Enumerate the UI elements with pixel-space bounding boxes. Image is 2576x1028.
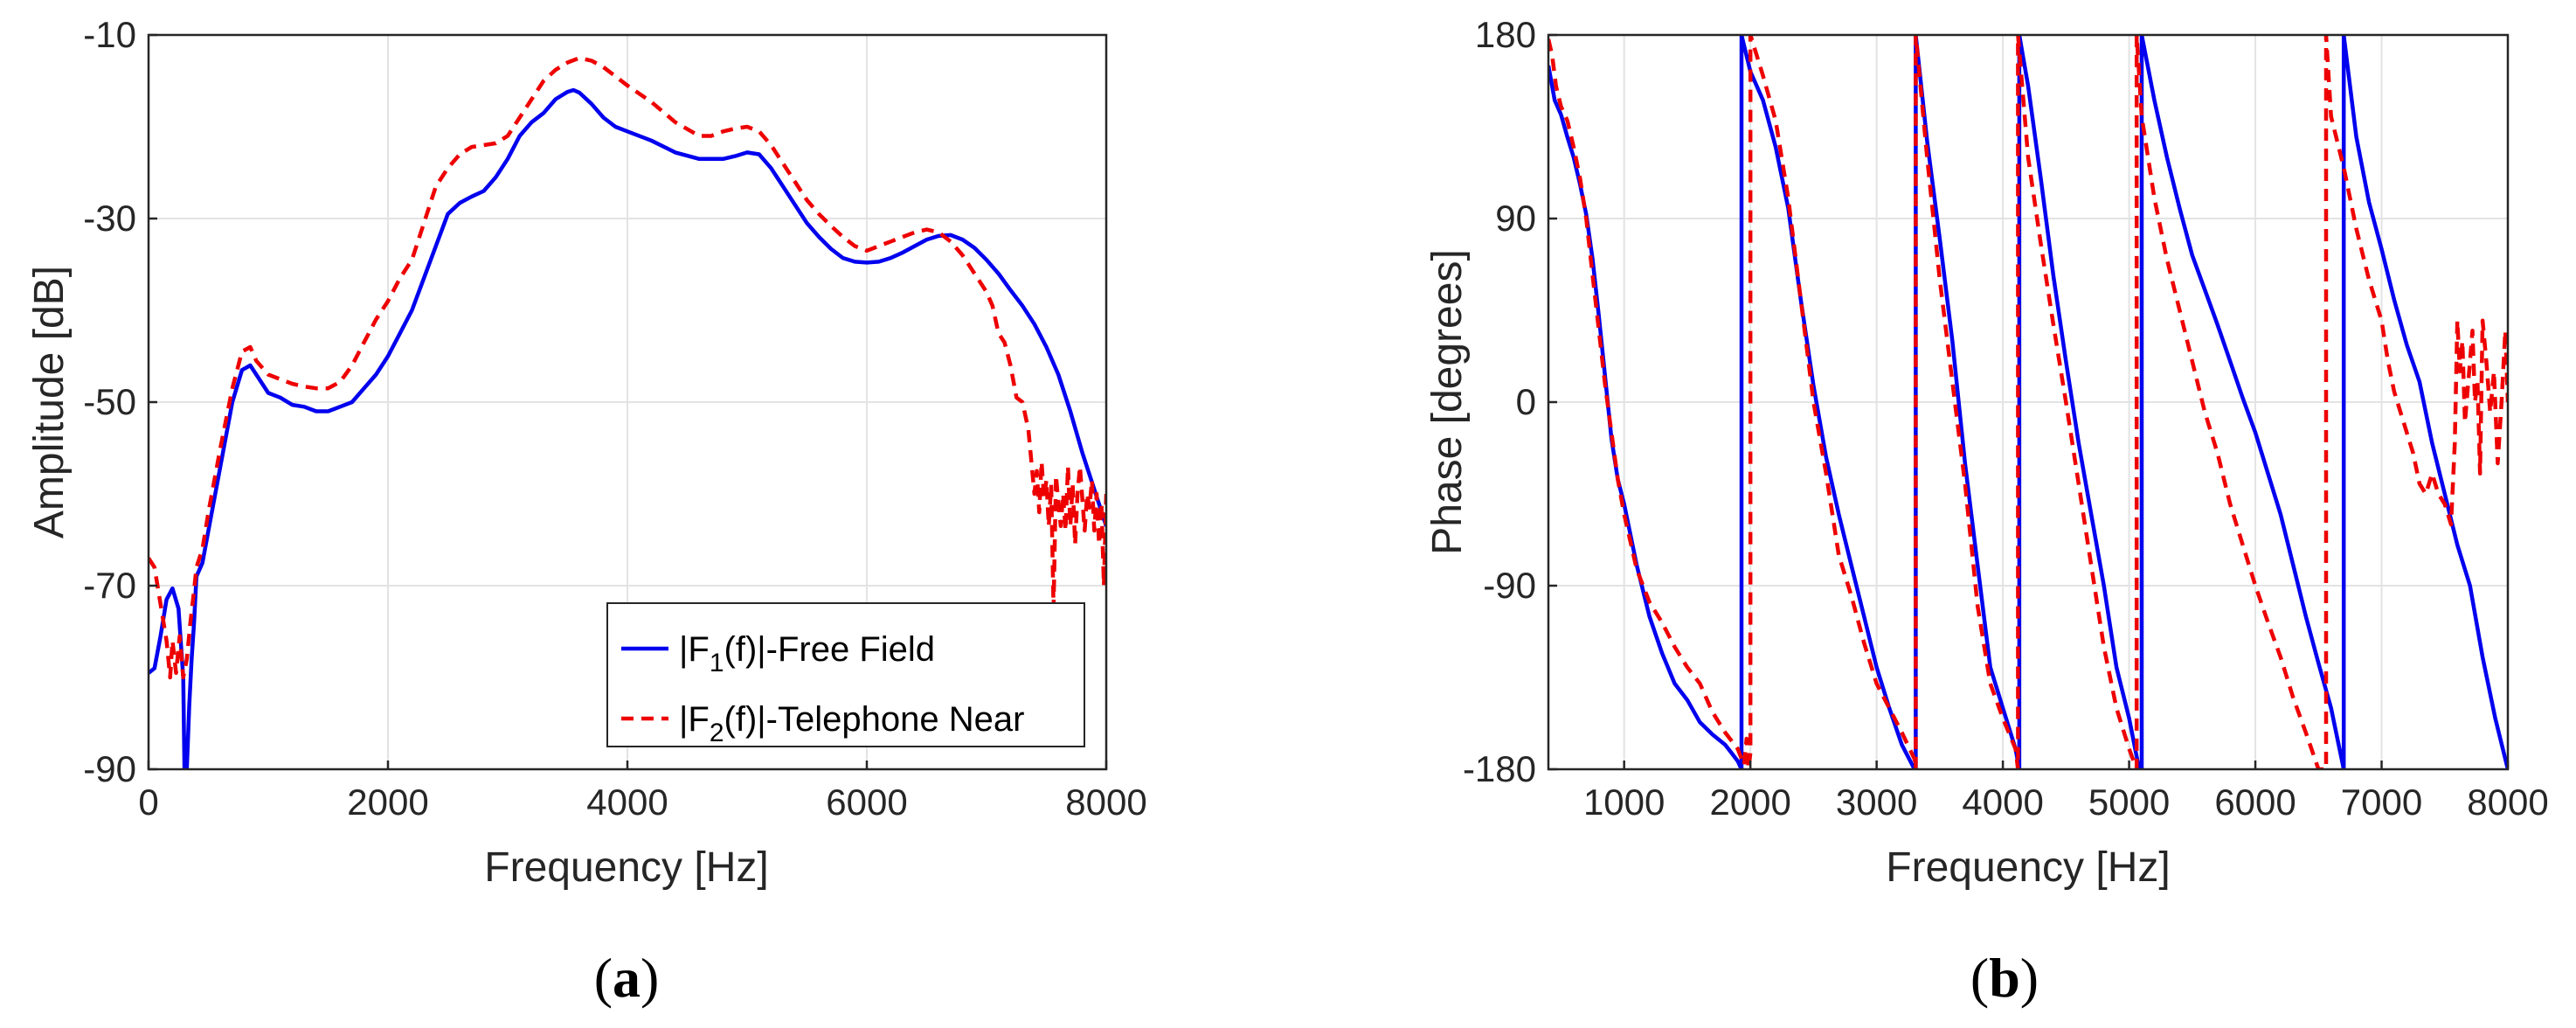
caption-a: (a) <box>594 947 660 1009</box>
y-tick-label-b-2: 0 <box>1516 381 1536 422</box>
y-tick-label-a-4: -10 <box>83 14 136 55</box>
series-line-b-1 <box>1548 35 2508 769</box>
ticks-b: 1000 2000 3000 4000 5000 6000 7000 8000 -180 -90 0… <box>1463 14 2549 823</box>
caption-a-letter: a <box>613 947 641 1009</box>
legend-label-1: |F2(f)|-Telephone Near <box>679 700 1024 747</box>
x-tick-label-a-2: 4000 <box>586 781 668 823</box>
x-axis-label-b: Frequency [Hz] <box>1886 844 2170 891</box>
y-tick-label-a-0: -90 <box>83 748 136 789</box>
y-axis-label-a: Amplitude [dB] <box>26 266 73 538</box>
y-tick-label-b-1: -90 <box>1483 565 1536 606</box>
x-tick-label-a-1: 2000 <box>347 781 428 823</box>
x-tick-label-b-5: 6000 <box>2214 781 2296 823</box>
x-tick-label-b-3: 4000 <box>1962 781 2043 823</box>
y-tick-label-a-2: -50 <box>83 381 136 422</box>
series-layer-b <box>1548 35 2508 769</box>
x-tick-label-b-0: 1000 <box>1583 781 1665 823</box>
x-tick-label-a-3: 6000 <box>826 781 907 823</box>
series-line-a-1 <box>149 56 1106 680</box>
ticks-a: 0 2000 4000 6000 8000 -90 -70 -50 -30 -10 <box>83 14 1146 823</box>
chart-panel-b: 1000 2000 3000 4000 5000 6000 7000 8000 -180 -90 0… <box>1424 14 2549 1009</box>
x-tick-label-b-1: 2000 <box>1709 781 1790 823</box>
legend-a: |F1(f)|-Free Field |F2(f)|-Telephone Near <box>606 602 1085 747</box>
x-tick-label-b-7: 8000 <box>2467 781 2548 823</box>
chart-panel-a: 0 2000 4000 6000 8000 -90 -70 -50 -30 -10 Frequen… <box>26 14 1147 1009</box>
x-tick-label-a-0: 0 <box>138 781 158 823</box>
series-line-a-0 <box>149 87 1106 769</box>
x-tick-label-b-4: 5000 <box>2088 781 2170 823</box>
y-axis-label-b: Phase [degrees] <box>1424 249 1471 555</box>
x-tick-label-a-4: 8000 <box>1065 781 1146 823</box>
legend-box <box>606 602 1085 747</box>
y-tick-label-b-0: -180 <box>1463 748 1536 789</box>
x-tick-label-b-6: 7000 <box>2341 781 2422 823</box>
x-axis-label-a: Frequency [Hz] <box>484 844 768 891</box>
caption-b-letter: b <box>1989 947 2020 1009</box>
y-tick-label-a-3: -30 <box>83 198 136 239</box>
legend-label-0: |F1(f)|-Free Field <box>679 630 935 677</box>
y-tick-label-b-4: 180 <box>1475 14 1536 55</box>
caption-b: (b) <box>1970 947 2039 1009</box>
series-layer-a <box>149 56 1106 769</box>
y-tick-label-a-1: -70 <box>83 565 136 606</box>
x-tick-label-b-2: 3000 <box>1836 781 1917 823</box>
y-tick-label-b-3: 90 <box>1495 198 1536 239</box>
